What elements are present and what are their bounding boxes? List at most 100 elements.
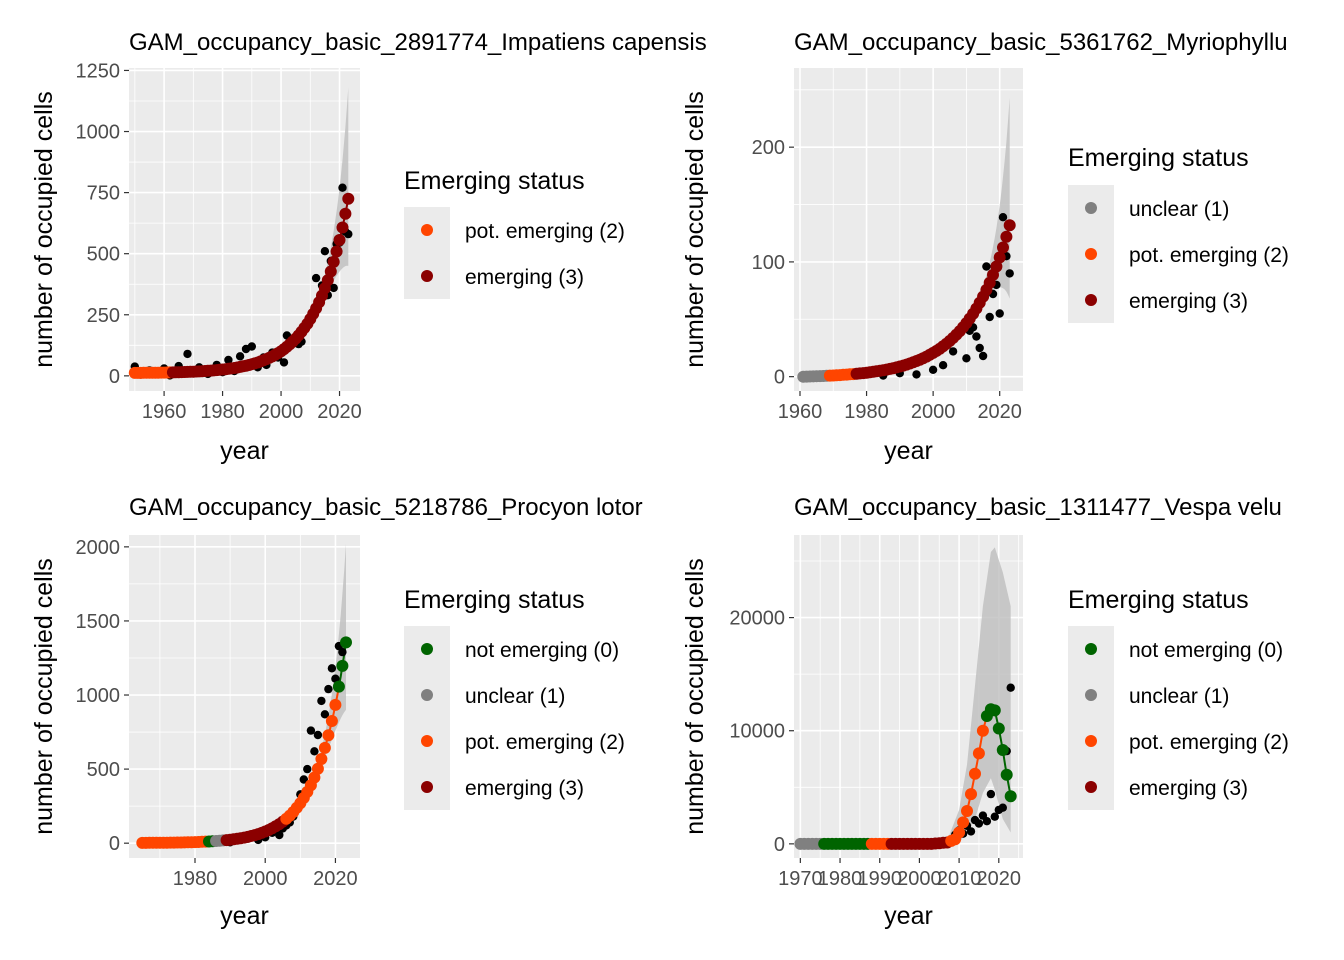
y-tick-label: 1250 — [76, 60, 121, 82]
observed-point — [1006, 683, 1015, 692]
plot-panel — [129, 68, 360, 391]
observed-point — [338, 183, 347, 192]
y-tick-label: 1000 — [76, 685, 121, 707]
legend: Emerging status not emerging (0) unclear (… — [404, 586, 625, 810]
legend-entry-label: unclear (1) — [1129, 198, 1229, 221]
fitted-point — [324, 265, 337, 278]
legend-title: Emerging status — [404, 586, 585, 614]
fitted-point — [957, 816, 970, 829]
fitted-point — [965, 788, 977, 801]
fitted-point — [990, 260, 1003, 273]
chart-title: GAM_occupancy_basic_5361762_Myriophyllu — [794, 29, 1288, 56]
observed-point — [317, 696, 326, 706]
legend-key-dot — [421, 689, 433, 701]
legend-key-background — [404, 626, 450, 810]
fitted-point — [329, 698, 342, 711]
legend-entry-label: pot. emerging (2) — [1129, 731, 1289, 754]
observed-point — [962, 354, 971, 363]
observed-point — [948, 347, 958, 356]
legend-key-dot — [1085, 643, 1097, 655]
y-tick-label: 10000 — [729, 721, 785, 743]
y-axis-title: number of occupied cells — [681, 91, 709, 368]
observed-point — [329, 283, 338, 293]
y-tick-label: 0 — [774, 367, 785, 389]
y-tick-label: 0 — [109, 366, 120, 388]
x-tick-label: 2000 — [897, 868, 942, 890]
x-tick-label: 2020 — [977, 868, 1022, 890]
legend-key-dot — [421, 781, 433, 793]
fitted-point — [992, 722, 1005, 735]
observed-point — [982, 262, 991, 271]
fitted-point — [333, 234, 346, 246]
observed-point — [928, 365, 938, 374]
legend-key-dot — [421, 643, 433, 655]
legend-key-dot — [1085, 781, 1097, 793]
observed-point — [982, 817, 992, 826]
observed-point — [338, 647, 347, 657]
legend-key-dot — [421, 224, 433, 236]
y-tick-label: 100 — [752, 252, 785, 274]
fitted-point — [342, 192, 355, 205]
fitted-point — [1004, 790, 1017, 803]
y-tick-label: 1500 — [76, 611, 121, 633]
observed-point — [974, 819, 984, 828]
x-tick-label: 1960 — [778, 401, 823, 423]
chart-procyon-lotor: GAM_occupancy_basic_5218786_Procyon loto… — [30, 494, 643, 930]
chart-vespa-velutina: GAM_occupancy_basic_1311477_Vespa velu 19… — [681, 494, 1289, 930]
legend-entry-label: emerging (3) — [1129, 290, 1248, 313]
y-tick-label: 500 — [87, 759, 120, 781]
fitted-point — [953, 826, 966, 839]
fitted-point — [339, 207, 352, 220]
observed-point — [299, 775, 308, 784]
x-axis-title: year — [884, 902, 933, 930]
legend-entry-label: emerging (3) — [465, 777, 584, 800]
legend-key-background — [404, 207, 450, 299]
legend-key-dot — [1085, 294, 1097, 306]
x-axis-title: year — [220, 902, 269, 930]
y-tick-label: 0 — [109, 833, 120, 855]
x-tick-label: 1980 — [818, 868, 863, 890]
fitted-point — [996, 744, 1009, 756]
x-tick-label: 1980 — [200, 401, 245, 423]
x-tick-label: 2010 — [937, 868, 982, 890]
legend-entry-label: unclear (1) — [465, 685, 565, 708]
x-tick-label: 1980 — [173, 868, 218, 890]
observed-point — [303, 764, 312, 774]
fitted-point — [327, 255, 340, 268]
fitted-point — [961, 805, 973, 817]
observed-point — [311, 273, 321, 283]
observed-point — [995, 309, 1004, 318]
observed-point — [313, 730, 323, 740]
y-tick-label: 200 — [752, 137, 785, 159]
observed-point — [985, 312, 994, 322]
observed-point — [183, 349, 192, 359]
legend-key-dot — [1085, 735, 1097, 747]
observed-point — [998, 213, 1008, 222]
legend: Emerging status not emerging (0) unclear (… — [1068, 586, 1289, 810]
legend-title: Emerging status — [404, 167, 585, 195]
observed-point — [306, 726, 316, 735]
observed-point — [966, 827, 976, 836]
x-tick-label: 1980 — [844, 401, 889, 423]
observed-point — [320, 710, 330, 719]
observed-point — [986, 789, 996, 799]
fitted-point — [1000, 768, 1013, 781]
plot-panel — [794, 68, 1023, 391]
fitted-point — [976, 724, 989, 737]
confidence-ribbon — [947, 547, 1011, 844]
fitted-point — [1003, 219, 1016, 232]
observed-point — [938, 361, 948, 370]
observed-point — [320, 247, 330, 256]
legend-entry-label: pot. emerging (2) — [465, 220, 625, 243]
observed-point — [912, 370, 921, 379]
legend-entry-label: emerging (3) — [1129, 777, 1248, 800]
plot-panel — [129, 535, 360, 858]
observed-point — [235, 352, 245, 361]
observed-point — [998, 803, 1007, 812]
fitted-point — [988, 704, 1001, 717]
legend-title: Emerging status — [1068, 144, 1249, 172]
legend-title: Emerging status — [1068, 586, 1249, 614]
y-tick-label: 20000 — [729, 608, 785, 630]
observed-point — [324, 684, 333, 694]
